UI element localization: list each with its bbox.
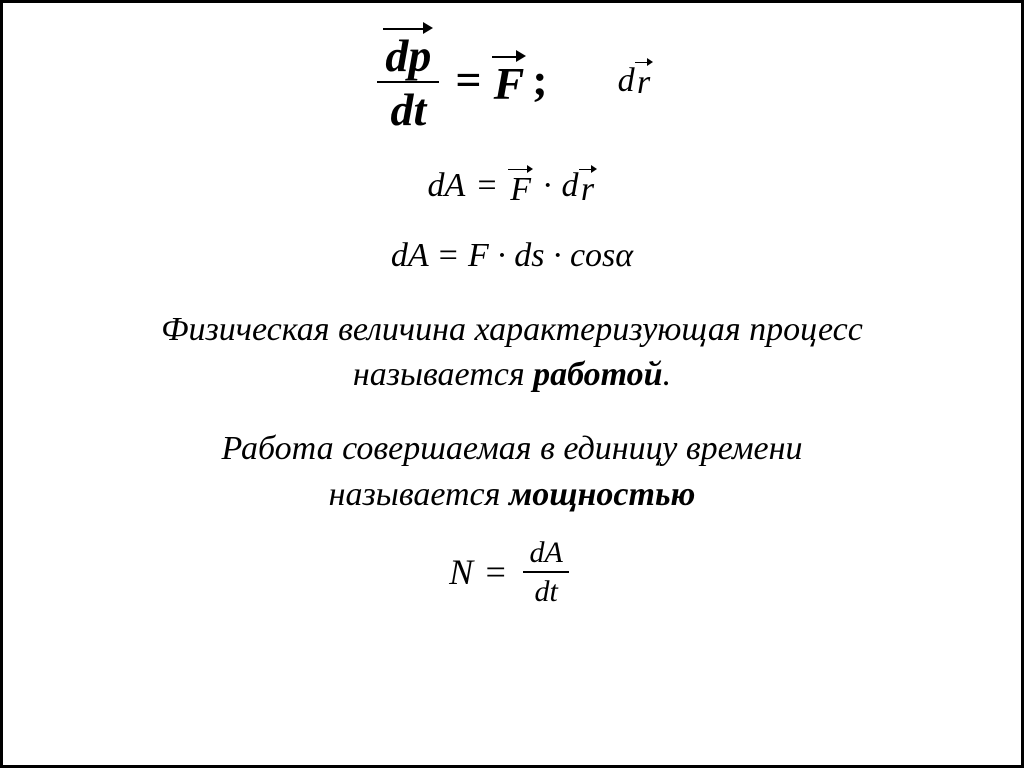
eq4-N: N [449,551,473,593]
vector-r-2: r [579,166,597,207]
fraction-dA-dt: dA dt [523,536,568,608]
eq1-semicolon: ; [532,53,547,106]
vector-dp: dp [383,23,433,79]
eq4-den: dt [528,575,563,608]
p1-line2: называется работой. [161,352,863,398]
eq2-r: r [579,173,596,207]
eq2-F: F [508,173,533,207]
eq2-d: d [562,167,579,205]
p2-line2-prefix: называется [329,476,509,513]
eq1-dr: d r [618,59,653,100]
slide-page: dp dt = F ; d r dA = F · d [0,0,1024,768]
paragraph-work: Физическая величина характеризующая проц… [161,307,863,399]
eq1-dr-d: d [618,62,635,100]
p1-line1: Физическая величина характеризующая проц… [161,307,863,353]
fraction-dp-dt: dp dt [377,23,439,136]
equation-4: N = dA dt [449,536,575,608]
vector-F-big: F [492,51,527,107]
eq1-num: dp [383,33,433,79]
equation-3: dA = F · ds · cosα [391,237,633,275]
eq4-equals: = [483,551,507,593]
vector-r-1: r [635,59,653,100]
p1-term-work: работой [533,356,662,393]
eq2-lhs: dA [427,167,465,205]
p2-line2: называется мощностью [222,472,803,518]
eq1-den: dt [384,85,432,136]
eq1-dr-r: r [635,66,652,100]
p1-line2-suffix: . [663,356,672,393]
p2-term-power: мощностью [509,476,695,513]
eq1-F: F [492,61,527,107]
paragraph-power: Работа совершаемая в единицу времени наз… [222,426,803,518]
eq2-dot: · [543,167,552,205]
p2-line1: Работа совершаемая в единицу времени [222,426,803,472]
eq3-text: dA = F · ds · cosα [391,237,633,275]
p1-line2-prefix: называется [353,356,533,393]
eq2-equals: = [475,167,498,205]
eq4-num: dA [523,536,568,569]
equation-2: dA = F · d r [427,166,596,207]
vector-F-small: F [508,166,533,207]
equation-1: dp dt = F ; d r [371,23,652,136]
eq1-equals: = [455,53,481,106]
